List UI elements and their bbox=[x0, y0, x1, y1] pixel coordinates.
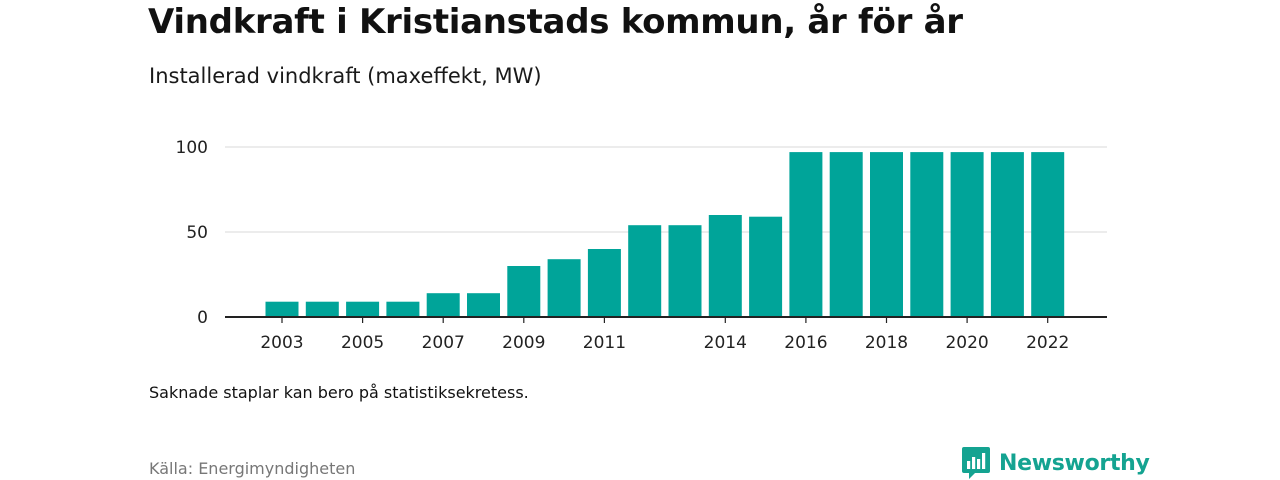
newsworthy-logo: Newsworthy bbox=[961, 446, 1150, 480]
bar-2005 bbox=[346, 301, 380, 317]
x-tick-label: 2007 bbox=[422, 333, 465, 353]
bar-2012 bbox=[628, 225, 662, 317]
chart-note: Saknade staplar kan bero på statistiksek… bbox=[149, 383, 529, 402]
bar-2008 bbox=[467, 293, 500, 317]
x-tick-label: 2003 bbox=[260, 333, 303, 353]
bar-2022 bbox=[1031, 152, 1065, 317]
bar-2014 bbox=[708, 215, 742, 317]
chart-subtitle: Installerad vindkraft (maxeffekt, MW) bbox=[149, 64, 542, 88]
x-tick-label: 2016 bbox=[784, 333, 827, 353]
x-tick-label: 2005 bbox=[341, 333, 384, 353]
brand-name: Newsworthy bbox=[999, 450, 1150, 476]
y-tick-label: 50 bbox=[186, 223, 208, 243]
bar-2020 bbox=[950, 152, 984, 317]
x-tick-label: 2020 bbox=[945, 333, 988, 353]
bar-chart: 0 50 100 2003 2005 2007 2009 2011 2014 2016 2018 20… bbox=[176, 138, 1107, 353]
bar-2010 bbox=[547, 259, 581, 317]
x-tick-label: 2009 bbox=[502, 333, 545, 353]
y-tick-label: 100 bbox=[176, 138, 208, 158]
bar-2018 bbox=[870, 152, 903, 317]
bar-2003 bbox=[265, 301, 299, 317]
bar-2009 bbox=[507, 266, 541, 317]
bar-chart-speech-bubble-icon bbox=[962, 447, 990, 479]
bar-2006 bbox=[386, 301, 420, 317]
bar-2013 bbox=[668, 225, 702, 317]
x-tick-label: 2014 bbox=[704, 333, 747, 353]
x-tick-label: 2022 bbox=[1026, 333, 1069, 353]
bar-2004 bbox=[305, 301, 339, 317]
bar-2007 bbox=[426, 293, 460, 317]
bar-2016 bbox=[789, 152, 823, 317]
bar-2019 bbox=[910, 152, 944, 317]
source-label: Källa: Energimyndigheten bbox=[149, 459, 356, 478]
bar-2015 bbox=[749, 216, 783, 317]
bar-2011 bbox=[587, 249, 621, 317]
bar-2017 bbox=[829, 152, 863, 317]
y-tick-label: 0 bbox=[197, 308, 208, 328]
bar-2021 bbox=[990, 152, 1024, 317]
x-tick-label: 2011 bbox=[583, 333, 626, 353]
x-tick-label: 2018 bbox=[865, 333, 908, 353]
chart-title: Vindkraft i Kristianstads kommun, år för… bbox=[148, 2, 963, 42]
